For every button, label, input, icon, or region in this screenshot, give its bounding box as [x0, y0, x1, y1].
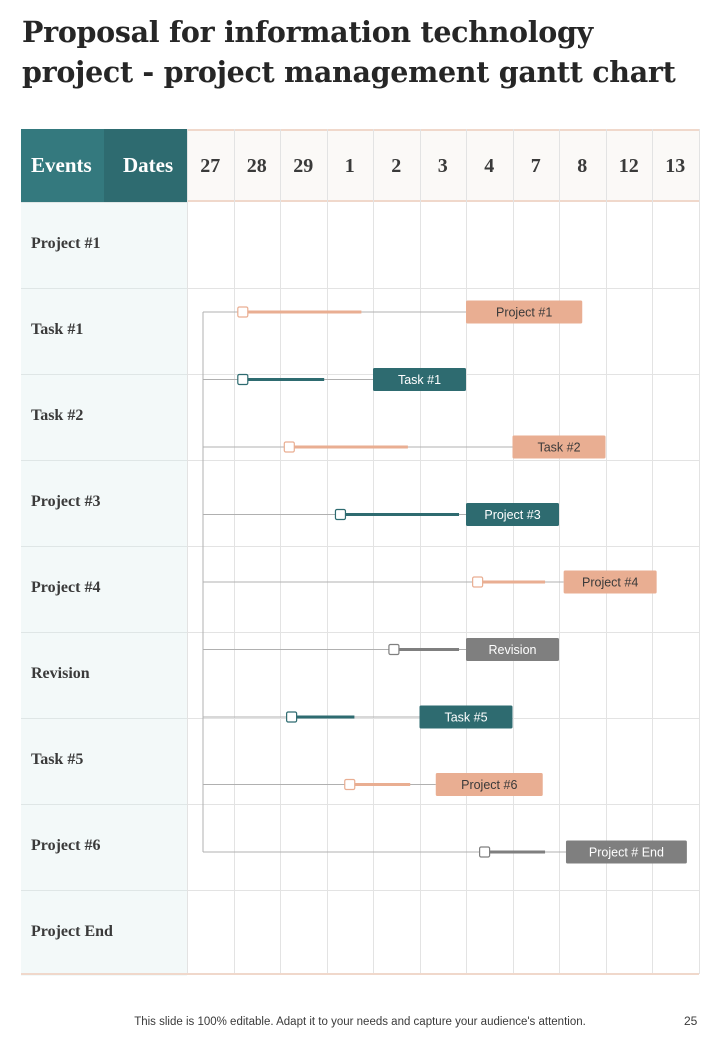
gantt-task: Revision — [203, 638, 559, 661]
grid-horizontal-line — [187, 632, 699, 633]
event-row: Task #5 — [21, 718, 187, 804]
task-label-box — [466, 300, 583, 324]
event-label: Project #6 — [31, 837, 101, 854]
task-start-marker — [479, 846, 491, 858]
grid-horizontal-line — [187, 804, 699, 805]
date-label: 13 — [665, 155, 686, 177]
task-label: Task #5 — [444, 711, 487, 725]
grid-horizontal-line — [187, 890, 699, 891]
event-row: Revision — [21, 632, 187, 718]
slide-title: Proposal for information technology proj… — [22, 15, 676, 89]
event-label: Project #1 — [31, 235, 101, 252]
gantt-task: Task #1 — [203, 368, 466, 391]
task-label-box — [512, 435, 606, 459]
task-start-marker — [334, 508, 347, 521]
event-label: Task #2 — [31, 407, 84, 424]
event-label: Revision — [31, 665, 90, 682]
date-label: 27 — [200, 155, 221, 177]
event-row: Task #1 — [21, 288, 187, 374]
task-label: Project # End — [589, 846, 664, 860]
grid-vertical-line — [606, 129, 607, 974]
task-label: Task #2 — [537, 441, 580, 455]
task-label: Task #1 — [398, 373, 441, 387]
task-label-box — [466, 503, 559, 526]
grid-vertical-line — [559, 129, 560, 974]
event-row: Project #6 — [21, 804, 187, 890]
date-label: 7 — [530, 155, 541, 177]
event-row: Project #4 — [21, 546, 187, 632]
task-label: Project #3 — [484, 508, 540, 522]
task-start-marker — [388, 643, 400, 656]
task-label-box — [466, 638, 559, 661]
grid-vertical-line — [513, 129, 514, 974]
grid-vertical-line — [327, 129, 328, 974]
grid-horizontal-line — [187, 546, 699, 547]
events-header: Events Dates — [21, 129, 187, 202]
grid-vertical-line — [280, 129, 281, 974]
page-number: 25 — [684, 1014, 698, 1028]
dates-header-label: Dates — [123, 153, 174, 177]
task-start-marker — [283, 441, 295, 453]
date-label: 8 — [577, 155, 588, 177]
task-start-marker — [286, 711, 298, 723]
gantt-task: Project #1 — [203, 300, 583, 324]
grid-vertical-line — [466, 129, 467, 974]
events-header-label: Events — [31, 153, 92, 177]
task-start-marker — [237, 373, 249, 386]
event-label: Project #3 — [31, 493, 101, 510]
event-row: Project #3 — [21, 460, 187, 546]
grid-vertical-line — [652, 129, 653, 974]
task-label: Revision — [489, 643, 537, 657]
event-label: Task #1 — [31, 321, 84, 338]
gantt-task: Project #4 — [203, 570, 657, 594]
task-label: Project #4 — [582, 576, 638, 590]
task-label-box — [565, 840, 687, 864]
gantt-task: Project # End — [203, 840, 687, 864]
grid-horizontal-line — [187, 288, 699, 289]
date-label: 28 — [246, 155, 267, 177]
task-start-marker — [472, 576, 484, 588]
grid-vertical-line — [234, 129, 235, 974]
gantt-task: Task #2 — [203, 435, 606, 459]
grid-vertical-line — [373, 129, 374, 974]
event-label: Project End — [31, 923, 113, 940]
date-label: 3 — [437, 155, 448, 177]
footer-text: This slide is 100% editable. Adapt it to… — [134, 1016, 586, 1028]
dates-header — [187, 129, 699, 202]
date-label: 12 — [618, 155, 639, 177]
date-label: 29 — [293, 155, 314, 177]
event-row: Project #1 — [21, 202, 187, 288]
task-label: Project #1 — [496, 306, 552, 320]
task-label-box — [563, 570, 657, 594]
events-header-fold — [21, 129, 104, 202]
task-label: Project #6 — [461, 778, 517, 792]
event-row: Task #2 — [21, 374, 187, 460]
event-row: Project End — [21, 890, 187, 976]
task-start-marker — [344, 778, 356, 791]
gantt-task: Project #3 — [203, 503, 559, 526]
event-label: Project #4 — [31, 579, 101, 596]
gantt-task: Project #6 — [203, 773, 543, 796]
event-label: Task #5 — [31, 751, 84, 768]
task-label-box — [435, 773, 543, 796]
gantt-task: Task #5 — [203, 705, 513, 729]
grid-vertical-line — [699, 129, 700, 974]
date-label: 1 — [344, 155, 355, 177]
grid-vertical-line — [187, 129, 188, 974]
grid-vertical-line — [420, 129, 421, 974]
date-label: 4 — [484, 155, 495, 177]
events-column: Events Dates Project #1 Task #1 Task #2 Pro… — [21, 129, 187, 976]
table-bottom-line — [21, 973, 699, 975]
task-label-box — [419, 705, 513, 729]
date-label: 2 — [391, 155, 402, 177]
task-label-box — [373, 368, 466, 391]
grid-horizontal-line — [187, 460, 699, 461]
task-start-marker — [237, 306, 249, 318]
